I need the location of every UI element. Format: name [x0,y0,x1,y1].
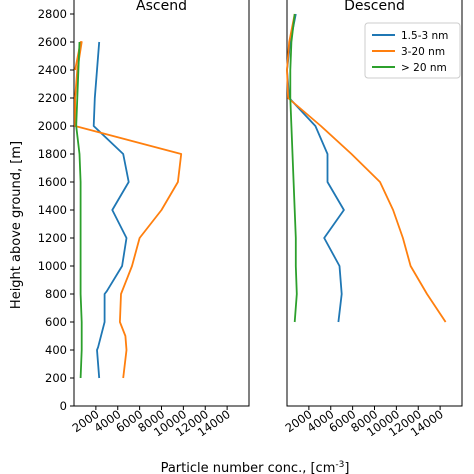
y-tick-label: 200 [45,371,67,385]
legend-label: 3-20 nm [401,46,445,58]
y-tick-label: 1000 [38,259,67,273]
panel-title: Descend [344,0,405,14]
legend-label: > 20 nm [401,62,447,74]
y-tick-label: 2600 [38,35,67,49]
legend: 1.5-3 nm 3-20 nm > 20 nm [365,23,460,78]
y-tick-label: 1800 [38,147,67,161]
series-line [290,14,297,322]
y-tick-label: 1400 [38,203,67,217]
y-tick-label: 600 [45,315,67,329]
legend-label: 1.5-3 nm [401,30,448,42]
panel-title: Ascend [136,0,187,14]
y-tick-label: 400 [45,343,67,357]
series-line [75,42,181,378]
panel-ascend: Ascend2000400060008000100001200014000020… [38,0,249,439]
y-tick-label: 800 [45,287,67,301]
y-tick-label: 2400 [38,63,67,77]
y-axis-label: Height above ground, [m] [9,141,24,309]
y-tick-label: 2800 [38,7,67,21]
series-line [76,42,82,378]
series-line [94,42,129,378]
axes-frame [74,0,249,406]
y-tick-label: 1600 [38,175,67,189]
x-axis-label: Particle number conc., [cm-3] [161,460,350,474]
y-tick-label: 2000 [38,119,67,133]
y-tick-label: 2200 [38,91,67,105]
y-tick-label: 1200 [38,231,67,245]
y-tick-label: 0 [60,399,67,413]
